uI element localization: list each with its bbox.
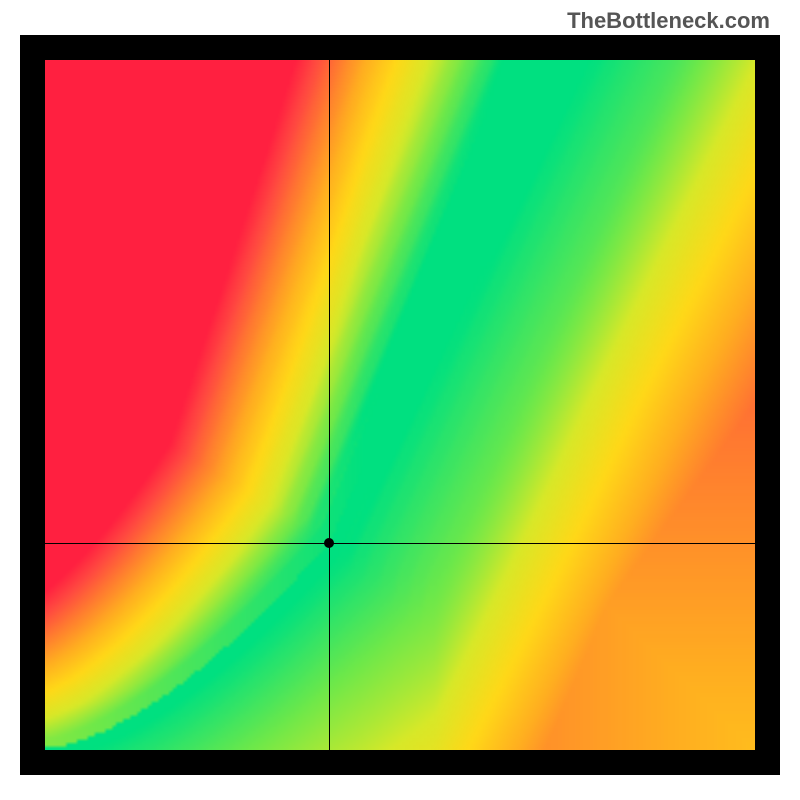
watermark-text: TheBottleneck.com [567,8,770,34]
crosshair-vertical [329,60,330,750]
crosshair-horizontal [45,543,755,544]
heatmap-region [45,60,755,750]
crosshair-dot [324,538,334,548]
plot-outer [20,35,780,775]
heatmap-canvas [45,60,755,750]
chart-container: TheBottleneck.com [0,0,800,800]
